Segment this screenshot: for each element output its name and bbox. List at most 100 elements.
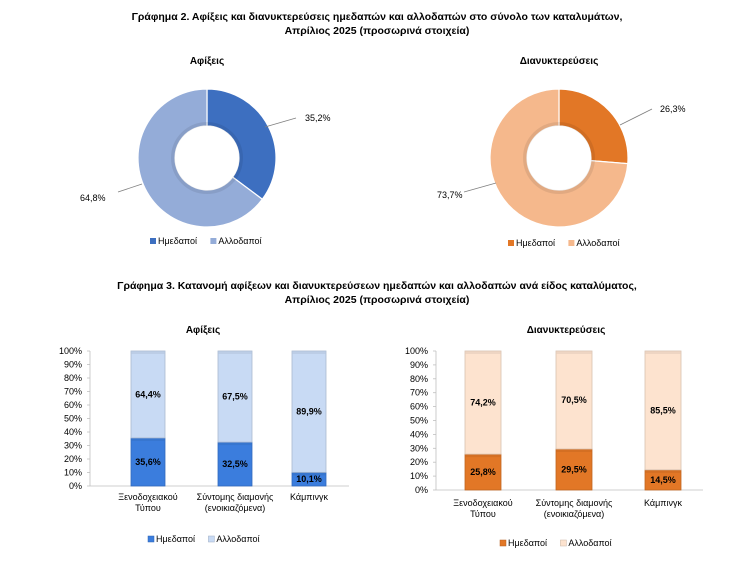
legend-swatch [208,535,215,543]
bar-segment-Ημεδαποί [217,441,253,487]
legend-swatch [147,535,155,543]
donut-inner-shadow [523,122,595,194]
y-tick-label: 10% [410,471,428,481]
donut-leader-line [117,183,143,193]
bar-segment-edge [218,442,252,446]
y-tick-label: 40% [64,427,82,437]
y-tick-label: 70% [64,387,82,397]
bar-chart-title-2: Διανυκτερεύσεις [527,325,606,336]
legend-swatch [508,240,514,246]
bar-segment-Αλλοδαποί [644,350,682,471]
figure2-title-line1: Γράφημα 2. Αφίξεις και διανυκτερεύσεις η… [131,11,623,23]
y-tick-label: 0% [415,485,428,495]
stacked-bar-chart-2: Διανυκτερεύσεις 0% 10% 20% 30% 40% 50% 60% 70% 80… [405,325,703,548]
y-tick-label: 30% [410,443,428,453]
donut-chart-1: Αφίξεις 35,2% 64,8% Ημεδαποί Αλλοδαποί [80,56,331,246]
bar-segment-edge [292,351,326,354]
bar-segment-edge [131,437,165,441]
donut-slice-Αλλοδαποί [137,88,264,228]
donut-leader-line [264,117,297,128]
y-tick-label: 50% [64,414,82,424]
bar-data-label: 67,5% [222,392,248,402]
bar-data-label: 32,5% [222,459,248,469]
y-tick-label: 80% [64,373,82,383]
donut-slice-Ημεδαποί [206,88,277,201]
bar-data-label: 74,2% [470,398,496,408]
legend-swatch [210,238,217,244]
x-category-label: (ενοικιαζόμενα) [205,503,266,513]
x-category-label: Ξενοδοχειακού [118,492,177,502]
bar-segment-edge [556,448,592,452]
donut-data-label: 64,8% [80,193,106,203]
legend-label: Αλλοδαποί [218,236,261,246]
donut-title-1: Αφίξεις [190,56,224,67]
y-tick-label: 100% [405,346,428,356]
bar-segment-Αλλοδαποί [130,350,166,439]
bar-segment-Αλλοδαποί [464,350,502,455]
y-tick-label: 0% [69,481,82,491]
donut-leader-line [463,182,497,193]
bar-data-label: 10,1% [296,474,322,484]
donut-data-label: 73,7% [437,190,463,200]
figure3-title: Γράφημα 3. Κατανομή αφίξεων και διανυκτε… [0,279,754,307]
bar-segment-Αλλοδαποί [555,350,593,450]
legend-label: Ημεδαποί [156,534,195,544]
bar-segment-edge [465,351,501,354]
bar-segment-edge [465,454,501,458]
donut-leader-line [619,108,653,126]
donut-data-label: 26,3% [660,104,686,114]
bar-segment-edge [292,472,326,476]
figure2-title-line2: Απρίλιος 2025 (προσωρινά στοιχεία) [284,25,470,37]
bar-segment-edge [218,351,252,354]
bar-segment-Ημεδαποί [464,453,502,491]
legend-label: Ημεδαποί [508,538,547,548]
figure2-title: Γράφημα 2. Αφίξεις και διανυκτερεύσεις η… [0,10,754,38]
donut-inner-shadow [171,122,243,194]
x-category-label: Τύπου [135,503,161,513]
legend-swatch [150,238,156,244]
y-tick-label: 10% [64,468,82,478]
bar-chart-title-1: Αφίξεις [186,325,220,336]
y-tick-label: 60% [410,402,428,412]
figure3-title-line1: Γράφημα 3. Κατανομή αφίξεων και διανυκτε… [117,280,637,292]
y-tick-label: 90% [410,360,428,370]
y-tick-label: 20% [64,454,82,464]
donut-slice-Αλλοδαποί [489,88,629,228]
y-tick-label: 60% [64,400,82,410]
legend-label: Ημεδαποί [516,238,555,248]
bar-segment-edge [556,351,592,354]
x-category-label: Ξενοδοχειακού [453,498,512,508]
bar-data-label: 25,8% [470,467,496,477]
y-tick-label: 40% [410,429,428,439]
figure3-title-line2: Απρίλιος 2025 (προσωρινά στοιχεία) [284,294,470,306]
bar-data-label: 70,5% [561,395,587,405]
bar-segment-Ημεδαποί [130,437,166,487]
y-tick-label: 90% [64,360,82,370]
y-tick-label: 70% [410,388,428,398]
legend-swatch [499,539,507,547]
bar-segment-Αλλοδαποί [291,350,327,473]
legend-label: Ημεδαποί [158,236,197,246]
x-category-label: Τύπου [470,509,496,519]
legend-label: Αλλοδαποί [576,238,619,248]
bar-segment-edge [131,351,165,354]
legend-swatch [568,240,575,246]
x-category-label: (ενοικιαζόμενα) [544,509,605,519]
legend-label: Αλλοδαποί [216,534,259,544]
y-tick-label: 30% [64,441,82,451]
bar-data-label: 35,6% [135,457,161,467]
legend-label: Αλλοδαποί [568,538,611,548]
bar-segment-Ημεδαποί [555,448,593,491]
donut-chart-2: Διανυκτερεύσεις 26,3% 73,7% Ημεδαποί Αλλοδαπ… [437,56,686,248]
donut-data-label: 35,2% [305,113,331,123]
bar-data-label: 89,9% [296,407,322,417]
bar-data-label: 85,5% [650,405,676,415]
bar-segment-edge [645,351,681,354]
bar-data-label: 29,5% [561,464,587,474]
x-category-label: Σύντομης διαμονής [536,498,613,508]
donut-slice-Ημεδαποί [558,88,629,165]
bar-data-label: 14,5% [650,475,676,485]
x-category-label: Κάμπινγκ [644,498,682,508]
bar-segment-Αλλοδαποί [217,350,253,443]
